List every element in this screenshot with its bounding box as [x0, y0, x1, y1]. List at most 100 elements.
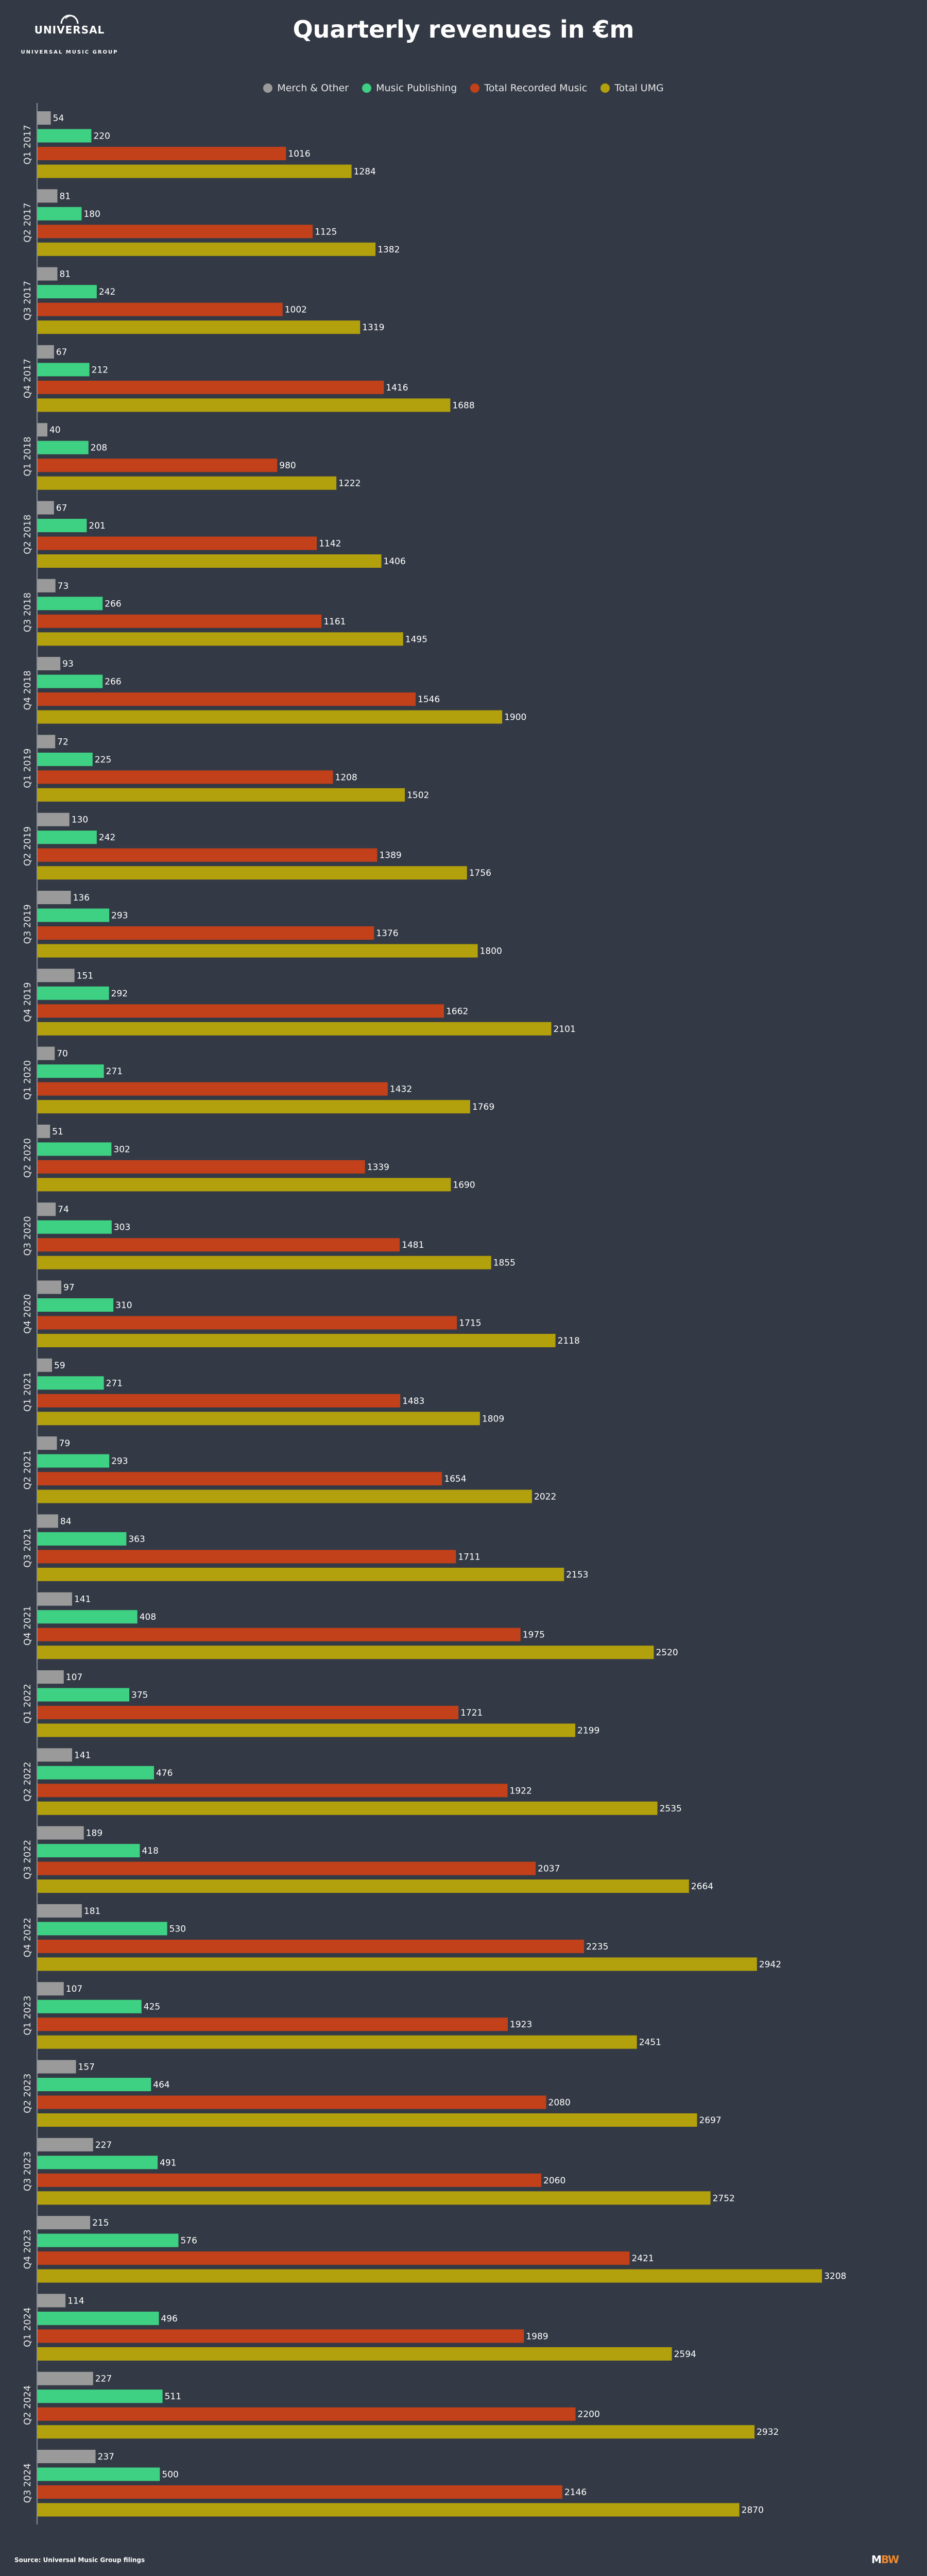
- legend-swatch-merch: [263, 83, 273, 93]
- bar-total-recorded-music-q2-2018: [38, 536, 317, 550]
- tick-label-q1-2020: Q1 2020: [22, 1060, 33, 1100]
- data-label-total-recorded-music-q1-2020: 1432: [390, 1084, 412, 1095]
- bar-total-recorded-music-q4-2018: [38, 692, 416, 706]
- data-label-total-recorded-music-q3-2022: 2037: [538, 1864, 560, 1874]
- data-label-total-recorded-music-q1-2018: 980: [279, 461, 296, 471]
- tick-label-q1-2024: Q1 2024: [22, 2308, 33, 2347]
- data-label-total-recorded-music-q1-2019: 1208: [335, 772, 357, 783]
- data-label-merch-other-q1-2017: 54: [53, 113, 64, 124]
- bar-total-umg-q3-2019: [38, 944, 478, 958]
- data-label-merch-other-q2-2019: 130: [72, 815, 88, 825]
- bar-music-publishing-q2-2023: [38, 2078, 151, 2091]
- data-label-total-umg-q2-2024: 2932: [757, 2427, 779, 2437]
- bar-music-publishing-q2-2018: [38, 519, 87, 532]
- bar-music-publishing-q4-2020: [38, 1298, 114, 1312]
- legend-item-publishing: Music Publishing: [362, 82, 457, 94]
- tick-label-q2-2024: Q2 2024: [22, 2385, 33, 2425]
- bar-total-umg-q3-2017: [38, 320, 360, 334]
- category-group-q3-2023: 227 491 2060 2752 Q3 2023: [22, 2138, 735, 2205]
- data-label-total-recorded-music-q2-2018: 1142: [319, 539, 341, 549]
- legend-label-total: Total UMG: [614, 82, 664, 94]
- category-group-q1-2020: 70 271 1432 1769 Q1 2020: [22, 1046, 494, 1114]
- tick-label-q2-2017: Q2 2017: [22, 202, 33, 242]
- bar-music-publishing-q1-2022: [38, 1688, 130, 1702]
- data-label-total-recorded-music-q3-2021: 1711: [458, 1552, 480, 1562]
- data-label-total-recorded-music-q3-2023: 2060: [543, 2176, 565, 2186]
- bar-music-publishing-q3-2020: [38, 1220, 112, 1234]
- data-label-merch-other-q2-2021: 79: [59, 1438, 71, 1449]
- bar-merch-other-q3-2023: [38, 2138, 93, 2151]
- category-group-q2-2018: 67 201 1142 1406 Q2 2018: [22, 501, 406, 568]
- tick-label-q3-2021: Q3 2021: [22, 1528, 33, 1568]
- data-label-music-publishing-q4-2019: 292: [111, 989, 128, 999]
- data-label-merch-other-q1-2018: 40: [49, 425, 61, 435]
- category-group-q2-2024: 227 511 2200 2932 Q2 2024: [22, 2371, 779, 2439]
- bar-total-recorded-music-q1-2018: [38, 459, 278, 472]
- data-label-total-recorded-music-q3-2017: 1002: [285, 305, 307, 315]
- category-group-q2-2023: 157 464 2080 2697 Q2 2023: [22, 2060, 722, 2127]
- bar-total-umg-q1-2022: [38, 1723, 576, 1737]
- bar-merch-other-q4-2017: [38, 345, 54, 359]
- legend-item-total: Total UMG: [600, 82, 664, 94]
- legend-item-merch: Merch & Other: [263, 82, 349, 94]
- bar-music-publishing-q1-2024: [38, 2311, 159, 2325]
- data-label-total-umg-q2-2017: 1382: [377, 245, 400, 255]
- category-group-q2-2019: 130 242 1389 1756 Q2 2019: [22, 812, 491, 880]
- bar-total-umg-q3-2020: [38, 1256, 491, 1269]
- data-label-total-umg-q1-2021: 1809: [482, 1414, 504, 1424]
- tick-label-q4-2018: Q4 2018: [22, 670, 33, 710]
- data-label-music-publishing-q2-2017: 180: [83, 209, 100, 219]
- bar-music-publishing-q4-2017: [38, 363, 90, 377]
- bar-merch-other-q3-2017: [38, 267, 58, 281]
- data-label-total-umg-q2-2018: 1406: [384, 556, 406, 567]
- bar-total-umg-q3-2023: [38, 2191, 711, 2205]
- bar-music-publishing-q4-2018: [38, 674, 103, 688]
- tick-label-q3-2018: Q3 2018: [22, 592, 33, 632]
- tick-label-q4-2019: Q4 2019: [22, 982, 33, 1022]
- data-label-total-recorded-music-q3-2024: 2146: [564, 2487, 587, 2498]
- data-label-total-umg-q3-2019: 1800: [480, 946, 502, 957]
- data-label-music-publishing-q2-2020: 302: [113, 1144, 130, 1155]
- bar-merch-other-q2-2017: [38, 189, 58, 203]
- bar-total-recorded-music-q1-2019: [38, 770, 333, 784]
- bar-total-recorded-music-q1-2021: [38, 1394, 401, 1408]
- category-group-q2-2017: 81 180 1125 1382 Q2 2017: [22, 189, 400, 256]
- data-label-total-umg-q3-2024: 2870: [742, 2505, 764, 2516]
- category-group-q4-2021: 141 408 1975 2520 Q4 2021: [22, 1592, 678, 1659]
- tick-label-q4-2017: Q4 2017: [22, 359, 33, 398]
- data-label-music-publishing-q2-2024: 511: [165, 2392, 181, 2402]
- data-label-music-publishing-q3-2024: 500: [162, 2470, 178, 2480]
- data-label-total-recorded-music-q4-2023: 2421: [631, 2253, 654, 2264]
- data-label-total-recorded-music-q2-2017: 1125: [315, 227, 337, 237]
- data-label-merch-other-q2-2018: 67: [56, 503, 67, 514]
- data-label-total-recorded-music-q1-2024: 1989: [526, 2331, 548, 2342]
- data-label-merch-other-q1-2021: 59: [54, 1361, 65, 1371]
- tick-label-q3-2022: Q3 2022: [22, 1840, 33, 1879]
- bar-total-recorded-music-q2-2021: [38, 1472, 442, 1486]
- data-label-music-publishing-q3-2017: 242: [99, 287, 115, 297]
- tick-label-q3-2017: Q3 2017: [22, 281, 33, 320]
- bar-total-recorded-music-q4-2020: [38, 1316, 457, 1330]
- bar-merch-other-q2-2018: [38, 501, 54, 515]
- data-label-merch-other-q4-2020: 97: [63, 1283, 75, 1293]
- data-label-total-umg-q4-2022: 2942: [759, 1959, 781, 1970]
- tick-label-q1-2023: Q1 2023: [22, 1995, 33, 2035]
- data-label-music-publishing-q1-2020: 271: [106, 1066, 123, 1077]
- data-label-merch-other-q1-2020: 70: [57, 1049, 68, 1059]
- data-label-total-umg-q1-2024: 2594: [674, 2349, 696, 2360]
- bar-music-publishing-q4-2021: [38, 1610, 138, 1624]
- bar-music-publishing-q1-2023: [38, 1999, 142, 2013]
- bar-merch-other-q1-2020: [38, 1046, 55, 1060]
- bar-merch-other-q2-2019: [38, 812, 70, 826]
- bar-merch-other-q1-2019: [38, 735, 56, 749]
- data-label-music-publishing-q1-2017: 220: [93, 131, 110, 142]
- bar-merch-other-q2-2022: [38, 1748, 72, 1762]
- bar-merch-other-q4-2020: [38, 1280, 62, 1294]
- data-label-total-umg-q3-2022: 2664: [691, 1882, 713, 1892]
- category-group-q4-2023: 215 576 2421 3208 Q4 2023: [22, 2216, 846, 2283]
- bar-total-recorded-music-q2-2019: [38, 848, 377, 862]
- tick-label-q4-2021: Q4 2021: [22, 1606, 33, 1646]
- legend-swatch-recorded: [470, 83, 480, 93]
- bar-music-publishing-q3-2017: [38, 285, 97, 299]
- data-label-total-recorded-music-q4-2018: 1546: [418, 694, 440, 705]
